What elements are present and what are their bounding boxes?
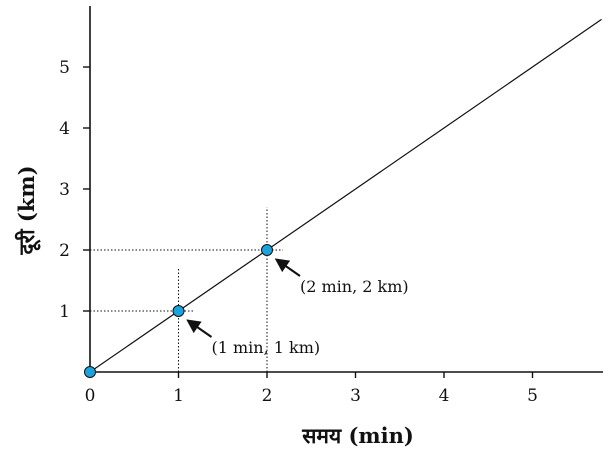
annotation-arrow	[274, 258, 301, 277]
x-tick-label: 0	[85, 386, 96, 406]
x-tick-label: 3	[350, 386, 361, 406]
annotation-label: (2 min, 2 km)	[300, 277, 409, 296]
x-tick-label: 4	[439, 386, 450, 406]
x-tick-label: 5	[527, 386, 538, 406]
y-tick-label: 3	[59, 180, 70, 200]
annotation-arrow	[186, 319, 213, 338]
x-tick-label: 2	[262, 386, 273, 406]
y-tick-label: 4	[59, 119, 70, 139]
x-axis-title: समय (min)	[301, 423, 414, 448]
data-points	[84, 244, 273, 378]
y-tick-label: 5	[59, 58, 70, 78]
guide-lines	[90, 207, 283, 372]
series-line	[89, 18, 602, 373]
axis-labels: समय (min) दूरी (km)	[14, 165, 414, 448]
axes: 0 1 2 3 4 5 1 2 3 4 5	[59, 6, 603, 406]
y-tick-label: 1	[59, 302, 70, 322]
annotations: (1 min, 1 km) (2 min, 2 km)	[186, 258, 409, 357]
data-point	[84, 366, 96, 378]
y-tick-label: 2	[59, 241, 70, 261]
y-axis-title: दूरी (km)	[14, 165, 41, 255]
x-tick-label: 1	[173, 386, 184, 406]
data-point	[172, 305, 185, 317]
annotation-label: (1 min, 1 km)	[212, 338, 321, 357]
data-point	[261, 244, 273, 256]
series-layer	[89, 18, 602, 373]
